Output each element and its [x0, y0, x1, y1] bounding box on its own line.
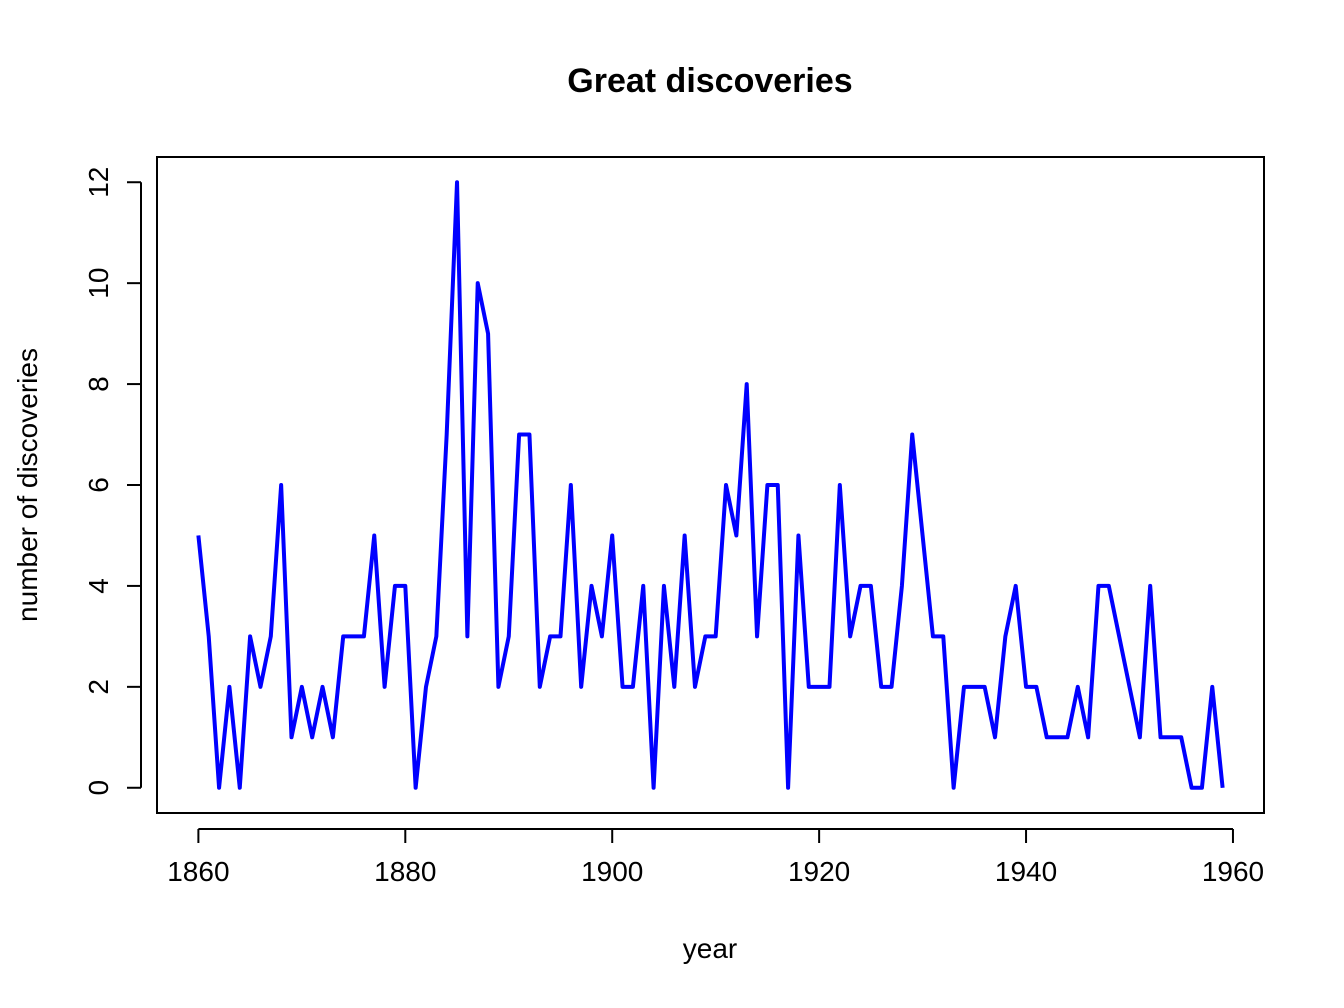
y-tick-label: 0	[83, 780, 114, 796]
x-tick-label: 1860	[167, 856, 229, 887]
x-tick-label: 1940	[995, 856, 1057, 887]
y-tick-label: 4	[83, 578, 114, 594]
x-tick-label: 1900	[581, 856, 643, 887]
y-axis: 0 2 4 6 8 10 12	[83, 167, 142, 796]
x-tick-label: 1960	[1202, 856, 1264, 887]
y-tick-label: 2	[83, 679, 114, 695]
series-line	[196, 180, 1225, 790]
x-tick-label: 1880	[374, 856, 436, 887]
chart-title: Great discoveries	[567, 62, 852, 100]
y-tick-label: 6	[83, 477, 114, 493]
x-axis-label: year	[683, 933, 737, 964]
x-axis: 1860 1880 1900 1920 1940 1960	[167, 828, 1264, 887]
y-tick-label: 10	[83, 268, 114, 299]
x-tick-label: 1920	[788, 856, 850, 887]
y-tick-label: 8	[83, 376, 114, 392]
series-layer	[196, 180, 1225, 790]
y-tick-label: 12	[83, 167, 114, 198]
y-axis-label: number of discoveries	[12, 348, 43, 622]
plot-frame	[156, 156, 1265, 814]
